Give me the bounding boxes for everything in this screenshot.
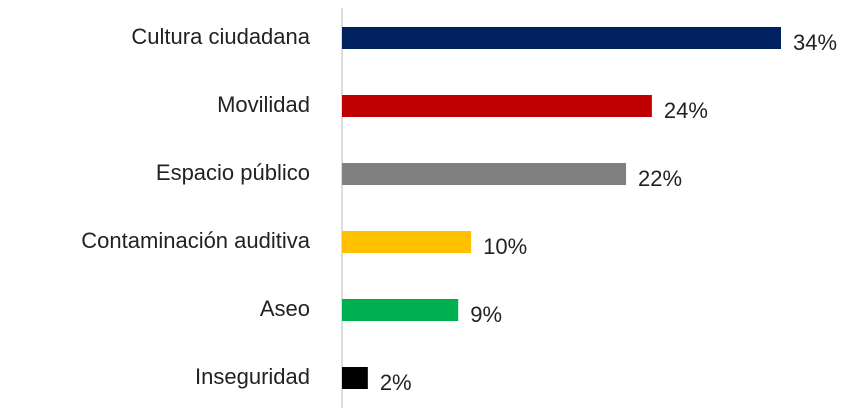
bar	[342, 163, 627, 185]
data-label: 9%	[470, 302, 502, 327]
data-label: 2%	[380, 370, 412, 395]
category-label: Aseo	[260, 296, 310, 321]
bar	[342, 95, 652, 117]
bar	[342, 27, 781, 49]
bar	[342, 231, 472, 253]
data-label: 10%	[483, 234, 527, 259]
category-label: Espacio público	[156, 160, 310, 185]
data-label: 34%	[793, 30, 837, 55]
bar	[342, 299, 459, 321]
bar	[342, 367, 368, 389]
data-label: 24%	[664, 98, 708, 123]
category-label: Movilidad	[217, 92, 310, 117]
data-label: 22%	[638, 166, 682, 191]
category-label: Cultura ciudadana	[131, 24, 310, 49]
category-label: Inseguridad	[195, 364, 310, 389]
category-label: Contaminación auditiva	[81, 228, 310, 253]
